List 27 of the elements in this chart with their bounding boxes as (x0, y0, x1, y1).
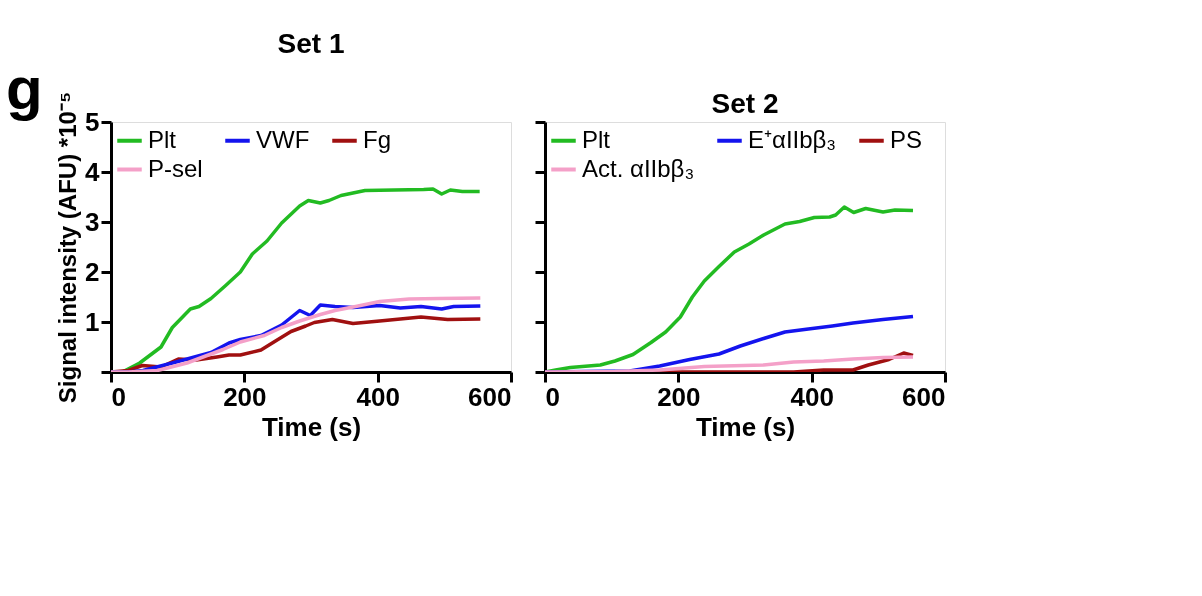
x-tick-label: 0 (111, 381, 126, 412)
y-tick-label: 3 (85, 206, 100, 237)
x-tick-label: 400 (790, 381, 834, 412)
chart-title: Set 1 (277, 28, 345, 59)
y-tick-label: 1 (85, 306, 100, 337)
legend-label: Plt (148, 125, 177, 153)
legend-label: Plt (582, 125, 611, 153)
legend-label: Fg (363, 125, 392, 153)
legend-label: P-sel (148, 154, 203, 182)
legend-label: E⁺αIIbβ₃ (748, 125, 837, 153)
legend-label: VWF (256, 125, 310, 153)
x-axis-title: Time (s) (695, 411, 796, 442)
x-tick-label: 0 (545, 381, 560, 412)
y-axis-title: Signal intensity (AFU) *10⁻⁵ (54, 91, 82, 404)
x-tick-label: 200 (223, 381, 267, 412)
x-tick-label: 600 (902, 381, 946, 412)
chart-title: Set 2 (711, 87, 779, 119)
legend-label: Act. αIIbβ₃ (582, 154, 695, 182)
text: g (6, 55, 43, 122)
x-tick-label: 600 (468, 381, 512, 412)
y-tick-label: 5 (85, 106, 100, 137)
legend-label: PS (890, 125, 923, 153)
y-tick-label: 4 (85, 156, 101, 187)
x-axis-title: Time (s) (261, 411, 362, 442)
x-tick-label: 400 (356, 381, 400, 412)
y-tick-label: 2 (85, 256, 100, 287)
x-tick-label: 200 (657, 381, 701, 412)
